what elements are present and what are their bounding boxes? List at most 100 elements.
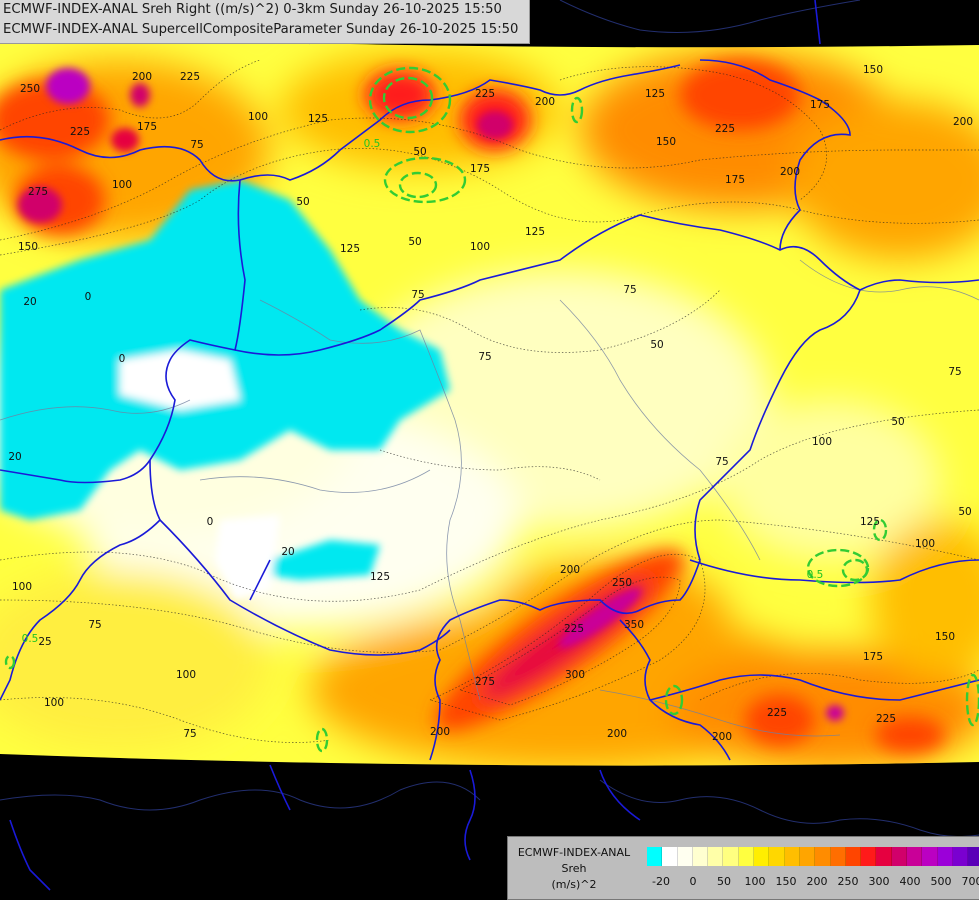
scp-labels: 0.5 0.5 0.5 <box>22 138 824 645</box>
contour-label: 225 <box>767 707 787 719</box>
contour-label: 150 <box>656 136 676 148</box>
legend-tick-label: 100 <box>744 875 766 888</box>
contour-label: 200 <box>430 726 450 738</box>
contour-label: 200 <box>607 728 627 740</box>
contour-label: 225 <box>475 88 495 100</box>
contour-label: 125 <box>308 113 328 125</box>
contour-label: 100 <box>176 669 196 681</box>
legend-tick-label: 400 <box>899 875 921 888</box>
legend-tick-label: 0 <box>689 875 697 888</box>
legend-swatch <box>738 847 755 866</box>
contour-label: 200 <box>712 731 732 743</box>
legend-swatch <box>815 847 831 866</box>
contour-label: 200 <box>560 564 580 576</box>
contour-label: 0 <box>85 291 92 303</box>
legend-ticks: -20 0 50 100 150 200 250 300 400 500 700 <box>647 875 979 889</box>
contour-label: 50 <box>408 236 421 248</box>
legend-swatch <box>769 847 785 866</box>
contour-label: 100 <box>248 111 268 123</box>
legend-swatches <box>647 847 979 866</box>
contour-label: 100 <box>470 241 490 253</box>
contour-label: 150 <box>935 631 955 643</box>
scp-label: 0.5 <box>364 138 381 150</box>
country-borders <box>0 59 979 761</box>
legend-tick-label: -20 <box>652 875 670 888</box>
legend-swatch <box>952 847 969 866</box>
legend-swatch <box>907 847 923 866</box>
legend-swatch <box>708 847 724 866</box>
legend-swatch <box>876 847 892 866</box>
contour-label: 25 <box>38 636 51 648</box>
contour-label: 75 <box>715 456 728 468</box>
legend-swatch <box>662 847 678 866</box>
contour-label: 200 <box>132 71 152 83</box>
legend-swatch <box>692 847 709 866</box>
contour-label: 200 <box>780 166 800 178</box>
contour-label: 200 <box>953 116 973 128</box>
contour-label: 225 <box>715 123 735 135</box>
contour-label: 100 <box>44 697 64 709</box>
legend-tick-label: 700 <box>961 875 979 888</box>
contour-label: 200 <box>535 96 555 108</box>
contour-label: 225 <box>876 713 896 725</box>
contour-label: 300 <box>565 669 585 681</box>
contour-label: 20 <box>281 546 294 558</box>
legend-swatch <box>845 847 862 866</box>
rivers <box>0 259 979 737</box>
contour-label: 225 <box>70 126 90 138</box>
contour-label: 150 <box>18 241 38 253</box>
contour-label: 225 <box>564 623 584 635</box>
contour-label: 50 <box>413 146 426 158</box>
legend-tick-label: 200 <box>806 875 828 888</box>
legend-swatch <box>754 847 770 866</box>
contour-label: 125 <box>370 571 390 583</box>
legend-swatch <box>922 847 938 866</box>
scp-contours <box>4 66 979 753</box>
legend-swatch <box>861 847 877 866</box>
contour-label: 275 <box>28 186 48 198</box>
contour-label: 50 <box>958 506 971 518</box>
contour-label: 175 <box>470 163 490 175</box>
legend-swatch <box>723 847 739 866</box>
legend-tick-label: 250 <box>837 875 859 888</box>
legend-title-2: Sreh <box>561 862 587 875</box>
contour-label: 20 <box>23 296 36 308</box>
legend-tick-label: 500 <box>930 875 952 888</box>
contour-label: 250 <box>612 577 632 589</box>
legend-tick-label: 50 <box>717 875 731 888</box>
scp-label: 0.5 <box>22 633 39 645</box>
contour-label: 50 <box>650 339 663 351</box>
legend-swatch <box>799 847 816 866</box>
legend-tick-label: 150 <box>775 875 797 888</box>
contour-label: 75 <box>478 351 491 363</box>
title-line-2: ECMWF-INDEX-ANAL SupercellCompositeParam… <box>3 22 519 37</box>
contour-label: 150 <box>863 64 883 76</box>
contour-label: 275 <box>475 676 495 688</box>
contour-label: 175 <box>725 174 745 186</box>
contour-label: 125 <box>525 226 545 238</box>
legend-swatch <box>937 847 953 866</box>
legend-title-1: ECMWF-INDEX-ANAL <box>517 846 631 859</box>
contour-label: 50 <box>891 416 904 428</box>
legend-swatch <box>647 847 663 866</box>
scp-label: 0.5 <box>807 569 824 581</box>
contour-label: 100 <box>915 538 935 550</box>
contour-label: 75 <box>88 619 101 631</box>
contour-label: 125 <box>340 243 360 255</box>
contour-label: 75 <box>948 366 961 378</box>
legend-swatch <box>677 847 693 866</box>
contour-label: 350 <box>624 619 644 631</box>
contour-label: 75 <box>183 728 196 740</box>
contour-label: 75 <box>190 139 203 151</box>
field-layer <box>0 44 979 766</box>
contour-label: 125 <box>645 88 665 100</box>
contour-label: 100 <box>12 581 32 593</box>
contour-label: 100 <box>112 179 132 191</box>
color-legend: ECMWF-INDEX-ANAL Sreh (m/s)^2 -20 0 50 100 1… <box>507 836 979 900</box>
legend-swatch <box>784 847 800 866</box>
contour-label: 75 <box>623 284 636 296</box>
contour-label: 125 <box>860 516 880 528</box>
contour-label: 50 <box>296 196 309 208</box>
contour-label: 175 <box>863 651 883 663</box>
